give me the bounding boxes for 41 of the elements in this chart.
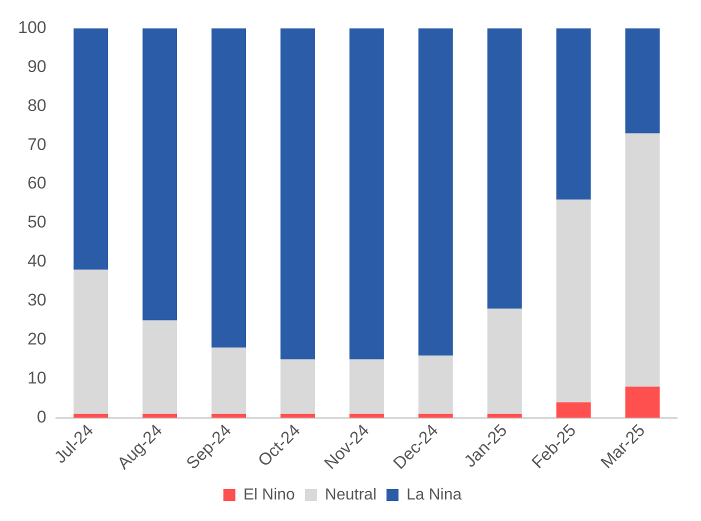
bar [625,28,660,134]
y-tick-label: 50 [27,212,46,232]
bar [349,414,384,418]
y-tick-label: 0 [36,408,46,426]
bar [349,359,384,414]
bar [625,133,660,387]
y-tick-label: 30 [27,290,46,310]
legend-label: Neutral [324,486,377,504]
y-tick-label: 20 [27,330,46,349]
bar [418,28,453,356]
y-tick-label: 40 [27,252,46,271]
legend-label: La Nina [406,486,462,504]
y-tick-label: 100 [18,18,46,37]
bar [280,28,315,360]
bar [74,270,108,414]
bar [556,200,591,402]
bar [142,28,178,320]
y-tick-label: 80 [27,96,46,115]
bar [487,414,522,418]
bar [556,402,591,418]
bar [212,28,246,348]
bar [142,414,178,418]
bar [625,386,660,418]
bar [280,359,315,414]
bar [212,414,246,418]
bar [556,28,591,200]
bar [418,355,453,414]
bar [74,414,108,418]
bar [349,28,384,360]
bar [212,348,246,414]
bar [280,414,315,418]
bar [418,414,453,418]
y-tick-label: 90 [27,56,46,76]
bar [487,308,522,414]
y-tick-label: 60 [27,174,46,193]
bar [487,28,522,309]
y-tick-label: 10 [27,368,46,388]
y-tick-label: 70 [27,134,46,154]
bar [74,28,108,270]
bar [142,320,178,414]
legend-label: El Nino [243,486,296,504]
